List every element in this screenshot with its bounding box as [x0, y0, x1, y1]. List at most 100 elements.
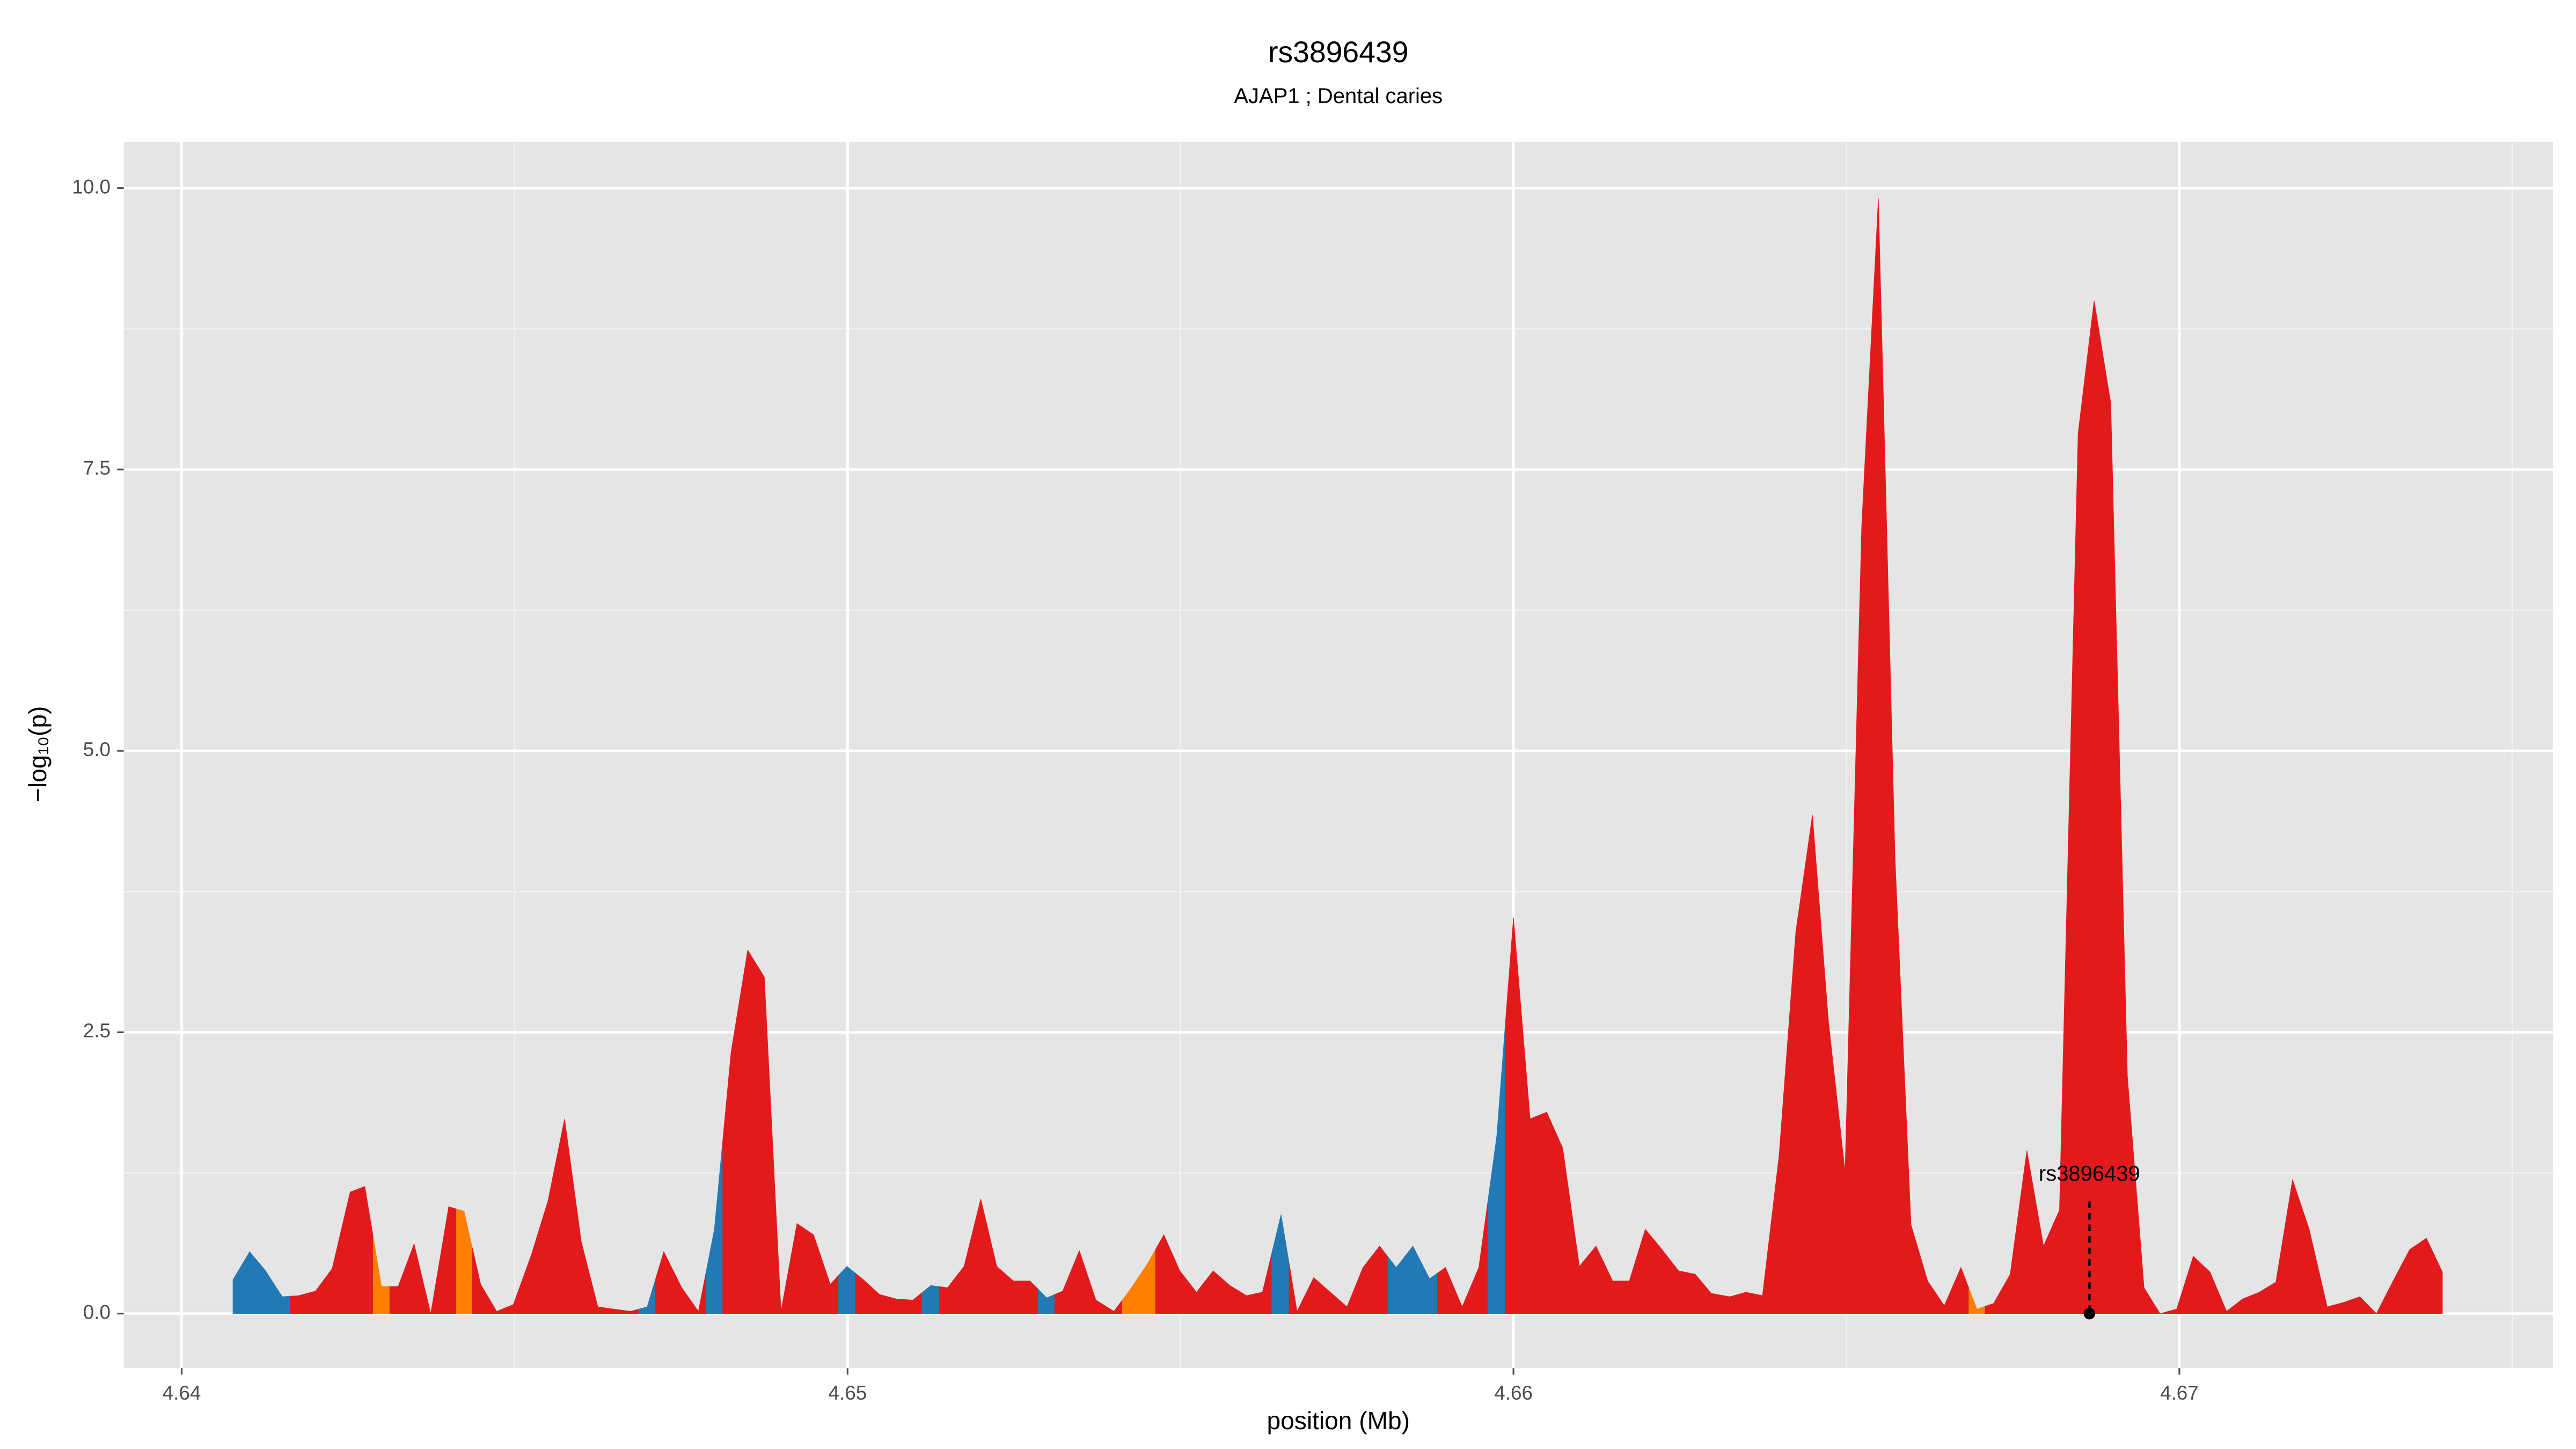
area-segment	[273, 1283, 291, 1314]
area-segment	[2434, 1255, 2443, 1314]
area-segment	[1737, 1292, 1755, 1314]
area-segment	[324, 1230, 342, 1314]
y-tick-label: 10.0	[72, 175, 111, 197]
annotation-point	[2083, 1307, 2096, 1320]
area-segment	[422, 1260, 440, 1314]
area-segment	[1935, 1286, 1953, 1314]
area-segment	[1453, 1287, 1471, 1314]
area-segment	[1005, 1273, 1022, 1314]
area-segment	[1122, 1276, 1139, 1314]
annotation-label: rs3896439	[2039, 1162, 2140, 1185]
area-segment	[855, 1272, 872, 1314]
area-segment	[1754, 1225, 1772, 1314]
area-segment	[1038, 1289, 1055, 1314]
area-segment	[1836, 848, 1854, 1314]
x-tick-label: 4.65	[828, 1382, 867, 1404]
area-segment	[621, 1308, 639, 1314]
area-segment	[972, 1198, 989, 1314]
area-segment	[522, 1228, 540, 1314]
area-segment	[1155, 1234, 1173, 1314]
area-segment	[1104, 1299, 1123, 1314]
y-axis-label: −log₁₀(p)	[24, 706, 52, 803]
area-segment	[2018, 1150, 2036, 1314]
area-segment	[1188, 1280, 1205, 1314]
area-segment	[389, 1265, 407, 1314]
area-segment	[2218, 1291, 2235, 1314]
area-segment	[2234, 1295, 2251, 1314]
area-segment	[871, 1286, 888, 1314]
area-segment	[2001, 1212, 2019, 1314]
area-segment	[1321, 1284, 1339, 1314]
area-segment	[722, 1001, 740, 1314]
area-segment	[2418, 1238, 2435, 1314]
area-segment	[1720, 1294, 1738, 1314]
area-segment	[2267, 1231, 2285, 1314]
area-segment	[472, 1247, 489, 1314]
area-segment	[456, 1209, 473, 1314]
area-segment	[1355, 1256, 1372, 1314]
area-segment	[1021, 1280, 1039, 1314]
area-segment	[2201, 1263, 2219, 1314]
area-segment	[1505, 917, 1523, 1314]
area-segment	[357, 1186, 374, 1314]
area-segment	[2068, 367, 2087, 1314]
area-segment	[2102, 352, 2120, 1314]
area-segment	[1952, 1267, 1970, 1314]
area-segment	[1653, 1239, 1671, 1314]
area-segment	[556, 1118, 573, 1314]
x-tick-label: 4.64	[163, 1382, 201, 1404]
area-segment	[2384, 1265, 2402, 1314]
area-segment	[1587, 1246, 1605, 1314]
area-segment	[573, 1180, 590, 1314]
area-segment	[1289, 1263, 1306, 1314]
chart-subtitle: AJAP1 ; Dental caries	[1234, 84, 1443, 108]
area-segment	[589, 1274, 606, 1314]
area-segment	[939, 1276, 956, 1314]
area-segment	[2119, 740, 2136, 1314]
area-segment	[655, 1251, 674, 1314]
area-segment	[1554, 1130, 1571, 1314]
area-segment	[1421, 1262, 1438, 1314]
area-segment	[2151, 1299, 2169, 1314]
area-segment	[1087, 1275, 1106, 1314]
area-segment	[2051, 822, 2069, 1314]
area-segment	[2284, 1180, 2301, 1314]
area-segment	[1487, 1026, 1506, 1314]
y-tick-label: 0.0	[83, 1301, 111, 1323]
area-segment	[1204, 1270, 1222, 1314]
area-segment	[1787, 873, 1805, 1314]
area-segment	[1686, 1272, 1704, 1314]
area-segment	[1371, 1246, 1388, 1314]
area-segment	[955, 1232, 973, 1314]
x-tick-label: 4.67	[2160, 1382, 2199, 1404]
area-segment	[605, 1307, 623, 1314]
area-segment	[372, 1236, 390, 1314]
area-segment	[1919, 1253, 1936, 1314]
area-segment	[690, 1270, 707, 1314]
area-segment	[341, 1189, 358, 1314]
area-segment	[539, 1160, 557, 1314]
area-segment	[1637, 1228, 1654, 1314]
area-segment	[2168, 1282, 2185, 1314]
area-segment	[1804, 815, 1821, 1314]
area-segment	[2335, 1299, 2352, 1314]
area-segment	[488, 1297, 506, 1314]
area-segment	[1870, 198, 1887, 1314]
y-tick-label: 2.5	[83, 1020, 111, 1042]
area-segment	[756, 962, 773, 1314]
area-segment	[1271, 1214, 1290, 1314]
area-segment	[1338, 1287, 1356, 1314]
area-segment	[406, 1243, 423, 1314]
area-segment	[988, 1232, 1006, 1314]
area-segment	[1238, 1290, 1255, 1314]
area-segment	[1387, 1256, 1405, 1314]
area-segment	[241, 1251, 258, 1314]
area-segment	[1703, 1283, 1721, 1314]
area-segment	[1570, 1207, 1588, 1314]
area-segment	[290, 1293, 308, 1314]
x-tick-label: 4.66	[1494, 1382, 1533, 1404]
area-segment	[2318, 1268, 2336, 1314]
area-segment	[1968, 1288, 1986, 1314]
area-segment	[257, 1260, 274, 1314]
area-segment	[921, 1285, 940, 1314]
